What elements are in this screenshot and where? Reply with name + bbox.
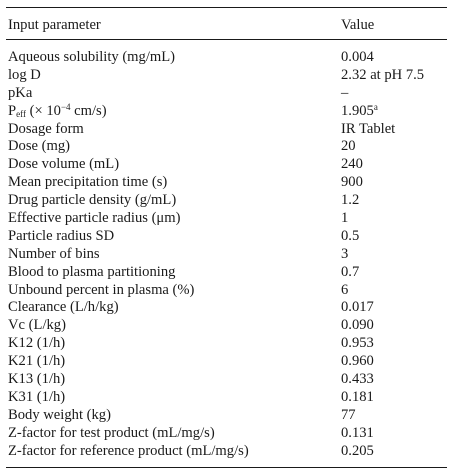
row-value: 0.181	[341, 388, 374, 405]
table-row: K31 (1/h) 0.181	[0, 389, 453, 407]
row-param: Vc (L/kg)	[8, 317, 66, 334]
row-value: 240	[341, 156, 363, 173]
row-param: Z-factor for reference product (mL/mg/s)	[8, 442, 249, 459]
row-param: Clearance (L/h/kg)	[8, 299, 119, 316]
row-value: 900	[341, 174, 363, 191]
row-param: K13 (1/h)	[8, 371, 66, 388]
row-param: Body weight (kg)	[8, 406, 111, 423]
table-row: Blood to plasma partitioning 0.7	[0, 264, 453, 282]
row-value: 1.2	[341, 192, 360, 209]
row-param: Number of bins	[8, 245, 100, 262]
peff-unit: cm/s)	[70, 102, 107, 119]
row-value: IR Tablet	[341, 120, 396, 137]
table-row: Effective particle radius (μm) 1	[0, 210, 453, 228]
row-param-peff: Peff (× 10−4 cm/s)	[8, 101, 107, 121]
table-row: Drug particle density (g/mL) 1.2	[0, 192, 453, 210]
peff-scale-prefix: (× 10	[25, 102, 61, 119]
table-row: Number of bins 3	[0, 246, 453, 264]
table-row: Unbound percent in plasma (%) 6	[0, 282, 453, 300]
header-value: Value	[341, 17, 375, 33]
footnote-marker: a	[373, 101, 378, 112]
row-value: 0.017	[341, 299, 374, 316]
table-row: Dose (mg) 20	[0, 138, 453, 156]
table-row: Dosage form IR Tablet	[0, 121, 453, 139]
table-row: K13 (1/h) 0.433	[0, 371, 453, 389]
row-param: pKa	[8, 84, 33, 101]
row-param: K31 (1/h)	[8, 388, 66, 405]
row-value: 0.7	[341, 263, 360, 280]
table-row: Clearance (L/h/kg) 0.017	[0, 299, 453, 317]
row-param: Aqueous solubility (mg/mL)	[8, 49, 176, 65]
table-row: Dose volume (mL) 240	[0, 156, 453, 174]
table-row: Aqueous solubility (mg/mL) 0.004	[0, 49, 453, 67]
row-param: Mean precipitation time (s)	[8, 174, 168, 191]
row-param: Unbound percent in plasma (%)	[8, 281, 195, 298]
row-value: –	[341, 84, 349, 101]
row-param: Particle radius SD	[8, 227, 115, 244]
row-param: Dose volume (mL)	[8, 156, 120, 173]
header-input-parameter: Input parameter	[8, 17, 101, 33]
row-param: Dose (mg)	[8, 138, 71, 155]
table-row: Peff (× 10−4 cm/s) 1.905a	[0, 101, 453, 121]
table-row: K21 (1/h) 0.960	[0, 353, 453, 371]
table-row: Vc (L/kg) 0.090	[0, 317, 453, 335]
row-value: 20	[341, 138, 356, 155]
table-bottom-rule	[6, 467, 447, 469]
row-value: 77	[341, 406, 356, 423]
table-row: Z-factor for reference product (mL/mg/s)…	[0, 443, 453, 461]
table-row: Body weight (kg) 77	[0, 407, 453, 425]
row-value: 0.433	[341, 371, 374, 388]
row-value: 0.5	[341, 227, 360, 244]
row-param: K12 (1/h)	[8, 335, 66, 352]
row-value: 2.32 at pH 7.5	[341, 66, 425, 83]
row-value: 0.960	[341, 353, 374, 370]
peff-symbol: P	[8, 102, 17, 119]
row-param: Blood to plasma partitioning	[8, 263, 176, 280]
row-param: Drug particle density (g/mL)	[8, 192, 177, 209]
row-value: 1	[341, 210, 349, 227]
table-header-rule	[6, 39, 447, 40]
table-row: Mean precipitation time (s) 900	[0, 174, 453, 192]
table-top-rule	[6, 7, 447, 9]
peff-subscript: eff	[16, 108, 26, 119]
row-param: Dosage form	[8, 120, 84, 137]
row-value: 3	[341, 245, 349, 262]
peff-exponent: −4	[60, 101, 71, 112]
row-param: Effective particle radius (μm)	[8, 210, 181, 227]
row-value: 0.205	[341, 442, 374, 459]
table-row: Particle radius SD 0.5	[0, 228, 453, 246]
row-value: 0.090	[341, 317, 374, 334]
table-row: Z-factor for test product (mL/mg/s) 0.13…	[0, 425, 453, 443]
row-value: 1.905a	[341, 101, 378, 121]
row-value: 0.131	[341, 424, 374, 441]
row-param: Z-factor for test product (mL/mg/s)	[8, 424, 215, 441]
row-param: log D	[8, 66, 41, 83]
table-row: K12 (1/h) 0.953	[0, 335, 453, 353]
row-value: 0.004	[341, 49, 374, 65]
row-value: 6	[341, 281, 349, 298]
table-row: log D 2.32 at pH 7.5	[0, 67, 453, 85]
table-row: pKa –	[0, 85, 453, 103]
peff-value: 1.905	[341, 102, 374, 119]
row-param: K21 (1/h)	[8, 353, 66, 370]
table-body: Aqueous solubility (mg/mL) 0.004 log D 2…	[0, 49, 453, 460]
row-value: 0.953	[341, 335, 374, 352]
